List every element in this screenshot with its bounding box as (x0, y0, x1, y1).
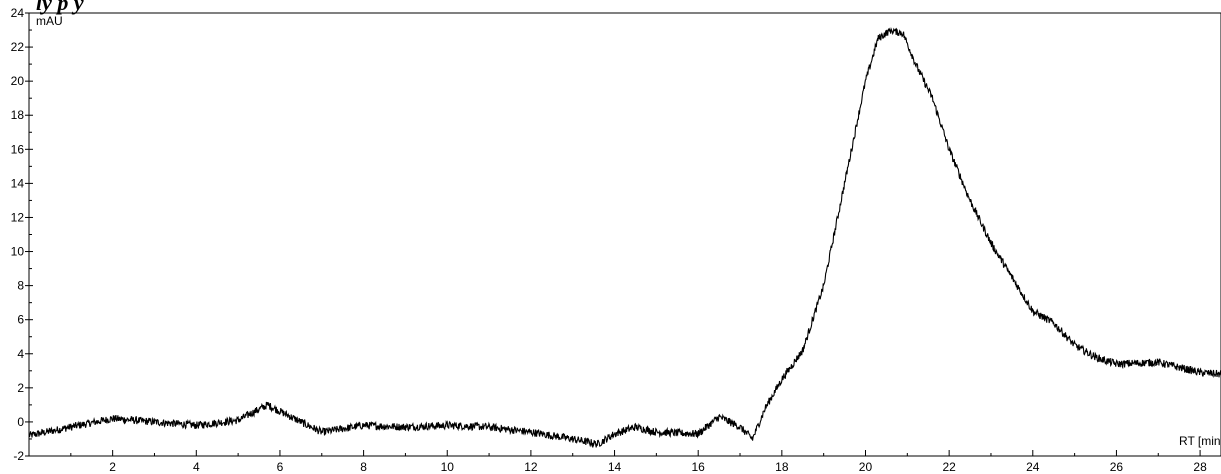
x-tick-label: 18 (775, 460, 789, 474)
x-tick-label: 4 (193, 460, 200, 474)
y-tick-label: 12 (11, 210, 25, 224)
x-tick-label: 16 (692, 460, 706, 474)
plot-frame (28, 12, 1221, 457)
x-tick-label: 20 (859, 460, 873, 474)
chromatogram-trace (28, 27, 1221, 449)
y-tick-label: 10 (11, 245, 25, 259)
x-tick-label: 26 (1110, 460, 1124, 474)
y-tick-label: 18 (11, 108, 25, 122)
x-tick-label: 2 (109, 460, 116, 474)
x-axis-label: RT [min] (1179, 434, 1221, 448)
y-tick-label: 4 (17, 347, 24, 361)
x-tick-label: 6 (277, 460, 284, 474)
x-tick-label: 10 (441, 460, 455, 474)
y-tick-label: -2 (13, 449, 24, 463)
y-tick-label: 2 (17, 381, 24, 395)
y-tick-label: 22 (11, 40, 25, 54)
y-tick-label: 20 (11, 74, 25, 88)
top-title-fragment: ly p y (36, 0, 84, 15)
y-tick-label: 6 (17, 313, 24, 327)
x-axis: 2 4 6 8 10 12 14 16 18 20 22 24 26 28 (70, 450, 1207, 474)
y-axis-label: mAU (36, 14, 63, 28)
x-tick-label: 12 (524, 460, 538, 474)
x-tick-label: 24 (1026, 460, 1040, 474)
y-tick-label: 0 (17, 415, 24, 429)
x-tick-label: 14 (608, 460, 622, 474)
y-tick-label: 8 (17, 279, 24, 293)
y-tick-label: 16 (11, 142, 25, 156)
y-tick-label: 24 (11, 6, 25, 20)
x-tick-label: 8 (360, 460, 367, 474)
y-tick-label: 14 (11, 176, 25, 190)
x-tick-label: 28 (1193, 460, 1207, 474)
x-tick-label: 22 (942, 460, 956, 474)
